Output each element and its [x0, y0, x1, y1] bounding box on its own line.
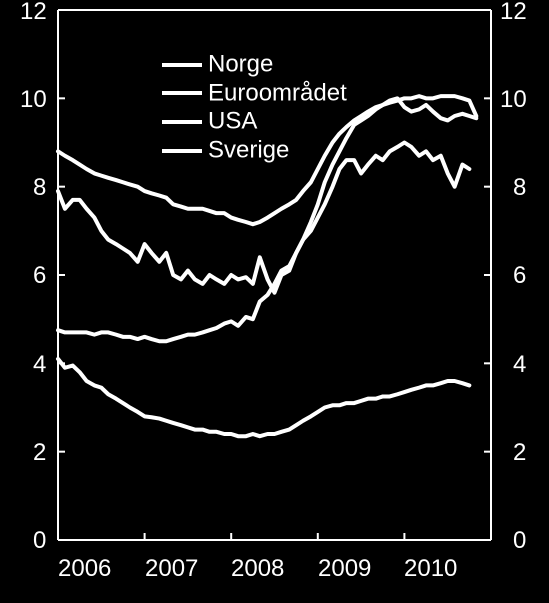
legend-usa: USA: [162, 107, 347, 136]
series-norge: [58, 359, 469, 436]
y-right-4: 4: [513, 351, 526, 379]
y-left-10: 10: [20, 86, 47, 114]
y-right-8: 8: [513, 174, 526, 202]
legend-label-usa: USA: [208, 108, 257, 135]
y-right-2: 2: [513, 439, 526, 467]
x-2007: 2007: [145, 555, 198, 583]
x-2010: 2010: [404, 555, 457, 583]
y-left-0: 0: [33, 527, 46, 555]
legend-euroomradet: Euroområdet: [162, 79, 347, 108]
x-2006: 2006: [58, 555, 111, 583]
legend-label-sverige: Sverige: [208, 137, 289, 164]
y-right-12: 12: [500, 0, 527, 26]
legend: Norge Euroområdet USA Sverige: [162, 50, 347, 165]
legend-line-icon: [162, 63, 202, 67]
y-right-10: 10: [500, 86, 527, 114]
y-right-0: 0: [513, 527, 526, 555]
legend-norge: Norge: [162, 50, 347, 79]
y-left-8: 8: [33, 174, 46, 202]
legend-line-icon: [162, 120, 202, 124]
y-right-6: 6: [513, 262, 526, 290]
x-2008: 2008: [231, 555, 284, 583]
y-left-12: 12: [20, 0, 47, 26]
y-left-4: 4: [33, 351, 46, 379]
y-left-6: 6: [33, 262, 46, 290]
legend-sverige: Sverige: [162, 136, 347, 165]
legend-line-icon: [162, 149, 202, 153]
x-2009: 2009: [318, 555, 371, 583]
legend-line-icon: [162, 91, 202, 95]
legend-label-norge: Norge: [208, 51, 273, 78]
y-left-2: 2: [33, 439, 46, 467]
legend-label-euroomradet: Euroområdet: [208, 79, 347, 106]
unemployment-chart: 12 10 8 6 4 2 0 12 10 8 6 4 2 0 2006 200…: [0, 0, 549, 603]
